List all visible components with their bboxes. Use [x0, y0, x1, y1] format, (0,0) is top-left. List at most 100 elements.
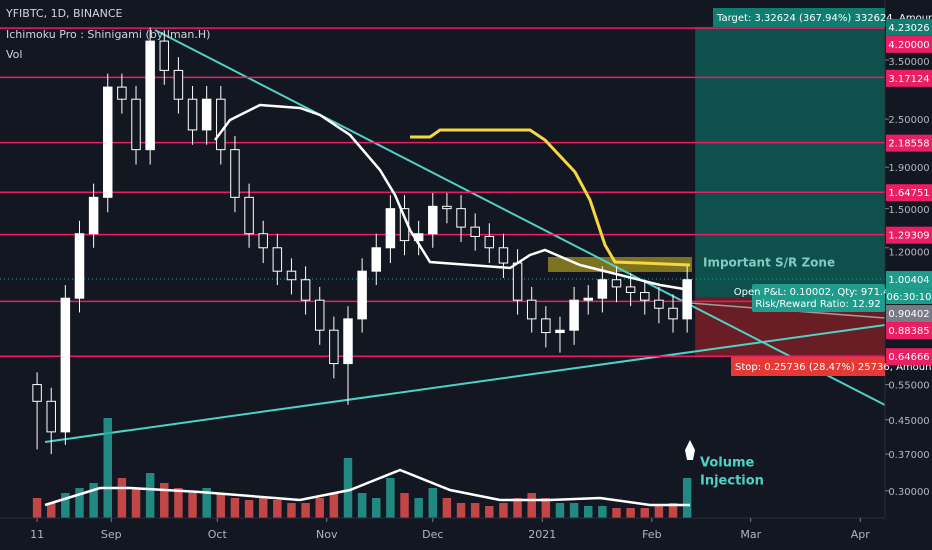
price-badge: [886, 69, 932, 87]
price-badge: [886, 305, 932, 323]
volume-bar: [682, 478, 692, 518]
target-label: Target: 3.32624 (367.94%) 332624, Amoun: [716, 13, 932, 24]
volume-bar: [32, 498, 42, 518]
volume-bar: [569, 503, 579, 518]
candle-body: [484, 235, 495, 249]
indicator-label: Vol: [6, 48, 22, 61]
candle-body: [640, 291, 650, 301]
time-axis: [0, 518, 932, 550]
candle-body: [329, 329, 339, 365]
candle-body: [159, 40, 170, 71]
price-badge: [886, 322, 932, 340]
volume-bar: [428, 488, 438, 518]
y-tick-label: 2.18558: [888, 139, 929, 150]
y-tick-label: 3.50000: [888, 57, 929, 68]
candle-body: [541, 318, 551, 334]
price-badge: [886, 226, 932, 244]
candle-body: [625, 286, 636, 293]
volume-bar: [386, 478, 395, 518]
candle-body: [46, 400, 56, 433]
candle-body: [611, 279, 622, 288]
volume-bar: [541, 498, 551, 518]
volume-bar: [598, 506, 607, 518]
candle-body: [371, 247, 381, 272]
y-tick-label: 0.45000: [888, 416, 929, 427]
y-tick-label: 1.64751: [888, 188, 929, 199]
volume-bar: [357, 493, 367, 518]
y-tick-label: 0.64666: [888, 352, 929, 363]
volume-bar: [46, 503, 56, 518]
candle-body: [258, 233, 268, 249]
price-badge: [886, 35, 932, 53]
candle-body: [343, 318, 353, 365]
candle-body: [314, 299, 325, 331]
y-tick-label: 3.17124: [888, 74, 929, 85]
volume-bar: [61, 493, 70, 518]
candle-body: [286, 270, 297, 281]
volume-bar: [485, 506, 494, 518]
x-tick-label: Apr: [851, 528, 871, 541]
price-badge: [886, 134, 932, 152]
candle-body: [32, 384, 42, 402]
volume-bar: [414, 498, 423, 518]
y-tick-label: 0.37000: [888, 450, 929, 461]
y-tick-label: 0.55000: [888, 381, 929, 392]
ichimoku-line: [410, 128, 691, 267]
candle-body: [357, 270, 367, 320]
symbol-title: YFIBTC, 1D, BINANCE: [5, 7, 123, 20]
y-tick-label: 1.20000: [888, 248, 929, 259]
x-tick-label: Oct: [208, 528, 228, 541]
x-tick-label: 11: [30, 528, 44, 541]
volume-bar: [527, 493, 536, 518]
candle-body: [682, 279, 692, 320]
candle-body: [117, 86, 127, 100]
trendline: [44, 324, 886, 443]
indicator-label: Ichimoku Pro : Shinigami (by Iman.H): [6, 28, 210, 41]
volume-bar: [583, 506, 593, 518]
candle-body: [569, 299, 579, 331]
countdown: 06:30:10: [887, 292, 932, 303]
candle-body: [555, 329, 565, 334]
stop-label: Stop: 0.25736 (28.47%) 25736, Amoun: [735, 362, 931, 373]
volume-bar: [244, 500, 254, 518]
volume-bar: [400, 493, 409, 518]
y-tick-label: 1.50000: [888, 205, 929, 216]
volume-bar: [329, 493, 339, 518]
candle-body: [131, 98, 141, 151]
volume-bar: [75, 488, 84, 518]
candle-body: [173, 69, 184, 100]
volume-bar: [626, 508, 635, 518]
y-tick-label: 1.00404: [888, 275, 929, 286]
price-badge: [886, 271, 932, 289]
volume-bar: [160, 483, 169, 518]
candle-body: [60, 297, 71, 433]
y-tick-label: 0.90402: [888, 309, 929, 320]
volume-bar: [470, 503, 480, 518]
zone-label: Important S/R Zone: [703, 256, 835, 270]
candle-body: [597, 279, 608, 299]
candle-body: [498, 247, 509, 264]
volume-bar: [216, 493, 226, 518]
volume-bar: [188, 493, 197, 518]
stop-box: [731, 357, 885, 376]
y-tick-label: 0.88385: [888, 326, 929, 337]
volume-bar: [287, 503, 296, 518]
candle-body: [74, 233, 85, 299]
volume-bar: [301, 503, 310, 518]
candle-body: [385, 208, 396, 249]
volume-bar: [131, 488, 141, 518]
candle-body: [654, 299, 664, 309]
target-box: [713, 8, 885, 27]
candle-body: [216, 98, 226, 151]
volume-bar: [202, 488, 211, 518]
candle-body: [201, 98, 212, 131]
candle-body: [272, 247, 283, 272]
volume-average: [44, 468, 690, 507]
volume-bar: [640, 508, 649, 518]
volume-bar: [258, 498, 268, 518]
volume-bar: [372, 498, 381, 518]
volume-bar: [343, 458, 353, 518]
rocket-icon: [685, 440, 695, 460]
volume-bar: [513, 498, 522, 518]
